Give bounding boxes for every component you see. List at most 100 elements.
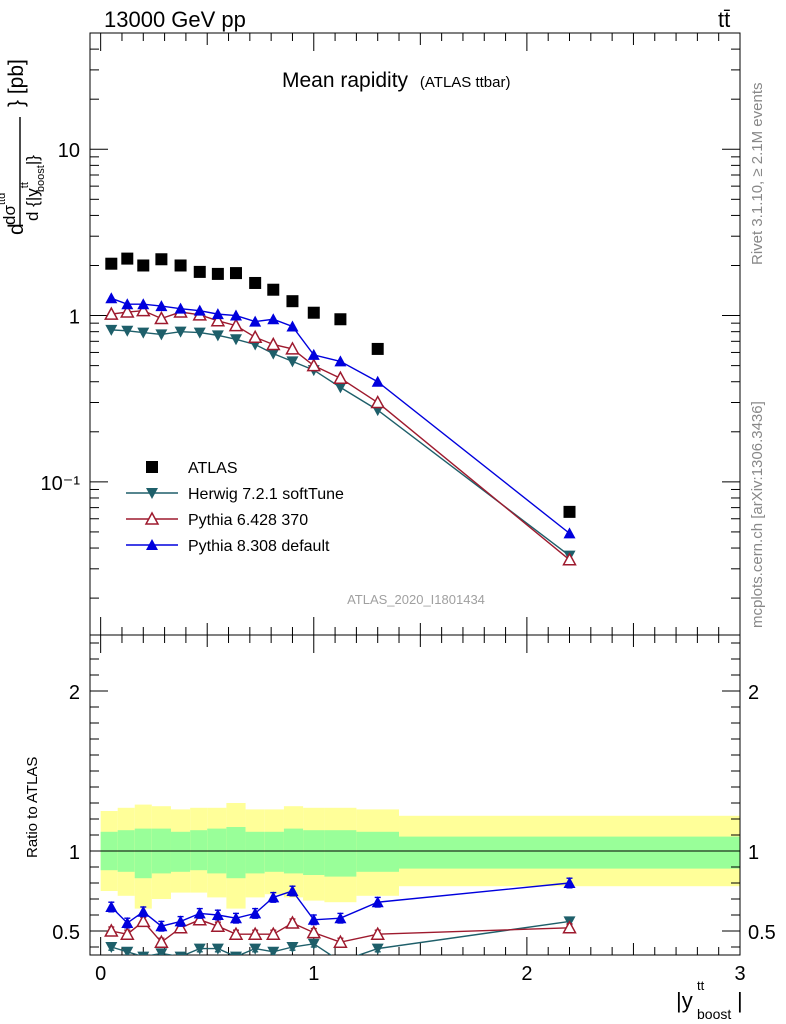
ratio-band-inner — [264, 831, 284, 872]
ratio-point-pythia6 — [228, 926, 244, 940]
x-tick-label: 2 — [521, 963, 532, 985]
ratio-point-herwig — [307, 938, 320, 950]
ratio-frame — [89, 634, 741, 956]
main-panel: 10⁻¹ 1 10 Mean rapidity (ATLAS ttbar) ATLA… — [0, 32, 741, 636]
main-point-atlas — [211, 267, 224, 280]
ratio-band-inner — [356, 831, 400, 872]
svg-text:dσttd: dσttd — [0, 193, 19, 225]
ratio-point-pythia6 — [154, 934, 169, 948]
main-line-pythia6 — [111, 309, 570, 561]
rivet-version-label: Rivet 3.1.10, ≥ 2.1M events — [749, 83, 766, 266]
ratio-point-pythia6 — [210, 918, 226, 932]
svg-text:|: | — [737, 988, 743, 1013]
main-point-pythia8 — [249, 315, 262, 327]
main-point-atlas — [155, 253, 168, 266]
main-point-pythia8 — [307, 348, 320, 360]
main-point-herwig — [286, 356, 299, 368]
ratio-point-pythia8 — [563, 877, 576, 888]
ratio-point-herwig — [105, 942, 118, 953]
svg-text:boost: boost — [697, 1006, 731, 1022]
x-tick-label: 0 — [95, 963, 106, 985]
ratio-point-herwig — [286, 942, 299, 953]
ratio-y-tick-label-right: 2 — [748, 682, 759, 704]
x-tick-label: 1 — [308, 963, 319, 985]
ratio-point-herwig — [267, 946, 280, 955]
ratio-band-inner — [245, 831, 265, 874]
main-point-atlas — [563, 505, 576, 518]
ratio-point-herwig — [137, 951, 150, 955]
ratio-point-pythia8 — [249, 907, 262, 919]
mcplots-label: mcplots.cern.ch [arXiv:1306.3436] — [749, 401, 766, 628]
svg-text:d: d — [5, 223, 28, 235]
ratio-point-pythia8 — [371, 896, 384, 908]
main-point-pythia6 — [306, 358, 322, 372]
main-chart-title: Mean rapidity (ATLAS ttbar) — [282, 69, 511, 92]
main-point-atlas — [174, 259, 187, 272]
main-point-atlas — [193, 265, 206, 278]
ratio-uncertainty-bands — [90, 803, 740, 909]
main-point-pythia8 — [267, 313, 280, 325]
main-point-herwig — [137, 327, 150, 339]
main-point-pythia8 — [563, 527, 576, 539]
ratio-point-pythia6 — [104, 923, 119, 937]
main-point-atlas — [137, 259, 150, 272]
ratio-band-inner — [303, 830, 325, 875]
legend-label-pythia6: Pythia 6.428 370 — [188, 512, 308, 529]
main-point-herwig — [155, 329, 168, 341]
ratio-band-inner — [134, 828, 152, 879]
ratio-band-inner — [399, 836, 740, 869]
ratio-point-herwig — [155, 948, 168, 955]
main-y-tick-label: 1 — [69, 307, 80, 329]
ratio-point-pythia8 — [193, 907, 206, 919]
main-point-pythia8 — [229, 309, 242, 321]
x-tick-label: 3 — [734, 963, 745, 985]
main-point-atlas — [286, 295, 299, 308]
ratio-point-herwig — [229, 951, 242, 955]
main-point-pythia8 — [105, 292, 118, 304]
main-point-pythia6 — [104, 306, 119, 320]
main-point-pythia8 — [193, 304, 206, 316]
main-point-pythia6 — [154, 310, 169, 325]
ratio-band-inner — [190, 830, 208, 871]
ratio-point-pythia6 — [333, 934, 348, 948]
main-point-pythia6 — [210, 313, 226, 327]
main-y-tick-label: 10⁻¹ — [41, 473, 81, 495]
main-point-pythia6 — [228, 318, 244, 332]
ratio-point-pythia6 — [285, 915, 300, 929]
ratio-point-herwig — [174, 951, 187, 955]
main-point-atlas — [105, 257, 118, 270]
main-point-pythia8 — [174, 302, 187, 314]
legend-label-atlas: ATLAS — [188, 460, 238, 477]
ratio-point-pythia8 — [307, 913, 320, 925]
main-point-atlas — [371, 342, 384, 355]
ratio-point-pythia8 — [229, 912, 242, 924]
header-energy-label: 13000 GeV pp — [104, 7, 246, 32]
legend-marker-atlas — [146, 461, 158, 473]
main-point-atlas — [307, 306, 320, 319]
main-point-pythia6 — [120, 304, 135, 318]
ratio-point-herwig — [211, 943, 224, 955]
legend-marker-herwig — [146, 488, 158, 499]
ratio-point-pythia6 — [370, 926, 385, 940]
main-point-atlas — [229, 267, 242, 280]
main-point-pythia6 — [333, 370, 348, 384]
header-process-label: tt̄ — [718, 7, 730, 32]
main-point-herwig — [267, 348, 280, 360]
legend: ATLAS Herwig 7.2.1 softTune Pythia 6.428 3… — [126, 460, 344, 555]
main-point-pythia8 — [371, 375, 384, 387]
ratio-axes: 0.5 0.5 1 1 2 2 0 1 2 3 — [52, 634, 776, 985]
ratio-point-pythia8 — [155, 920, 168, 932]
main-point-pythia6 — [285, 341, 300, 355]
main-point-pythia6 — [247, 329, 263, 344]
main-point-pythia6 — [266, 336, 281, 351]
ratio-y-tick-label-right: 1 — [748, 842, 759, 864]
legend-label-herwig: Herwig 7.2.1 softTune — [188, 486, 344, 503]
main-point-pythia6 — [136, 303, 151, 317]
main-point-atlas — [249, 276, 262, 289]
ratio-point-pythia6 — [192, 912, 208, 926]
main-point-herwig — [334, 382, 347, 394]
ratio-point-herwig — [334, 956, 346, 967]
svg-text:tt: tt — [697, 978, 705, 993]
ratio-point-pythia8 — [121, 917, 134, 928]
